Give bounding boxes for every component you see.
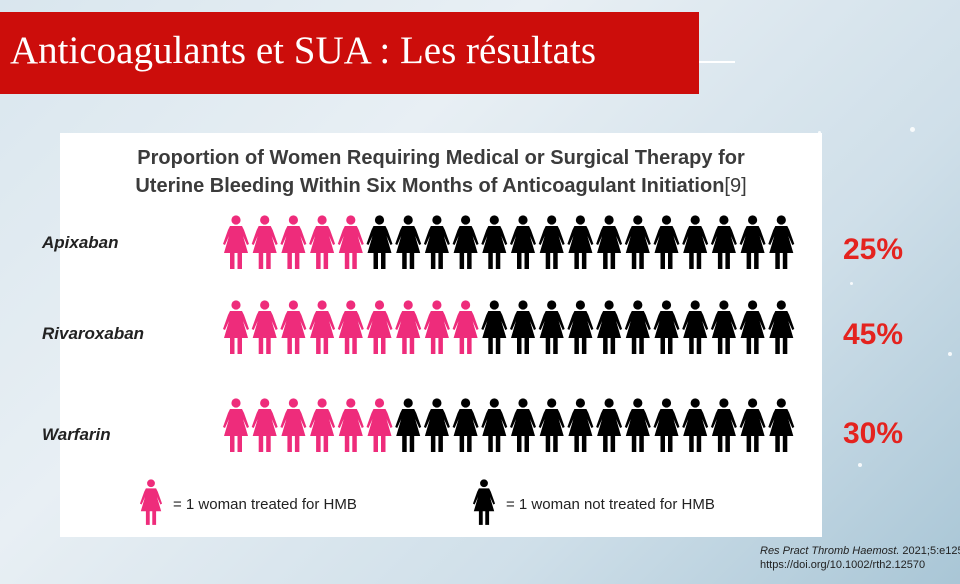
chart-panel: Proportion of Women Requiring Medical or…	[60, 133, 822, 537]
treated-woman-icon	[251, 398, 278, 452]
chart-title-text-2: Uterine Bleeding Within Six Months of An…	[135, 175, 725, 197]
treated-woman-icon	[309, 398, 336, 452]
legend-treated-woman-icon	[139, 479, 163, 525]
untreated-woman-icon	[538, 215, 565, 269]
treated-woman-icon	[309, 300, 336, 354]
untreated-woman-icon	[596, 215, 623, 269]
untreated-woman-icon	[510, 215, 536, 269]
citation: Res Pract Thromb Haemost. 2021;5:e12570.…	[760, 544, 960, 572]
untreated-woman-icon	[510, 398, 536, 452]
untreated-woman-icon	[538, 398, 565, 452]
citation-doi: https://doi.org/10.1002/rth2.12570	[760, 559, 926, 571]
untreated-woman-icon	[768, 398, 795, 452]
untreated-woman-icon	[567, 300, 594, 354]
untreated-woman-icon	[682, 215, 709, 269]
untreated-woman-icon	[682, 300, 709, 354]
untreated-woman-icon	[538, 300, 565, 354]
title-accent-line	[699, 61, 735, 63]
untreated-woman-icon	[653, 215, 680, 269]
percent-label-apixaban: 25%	[843, 233, 904, 266]
citation-journal: Res Pract Thromb Haemost.	[760, 545, 900, 557]
untreated-woman-icon	[653, 398, 680, 452]
sparkle-dot	[850, 282, 853, 285]
untreated-woman-icon	[452, 215, 479, 269]
treated-woman-icon	[223, 215, 249, 269]
treated-woman-icon	[366, 300, 393, 354]
chart-title-line-1: Proportion of Women Requiring Medical or…	[60, 147, 822, 170]
row-label-rivaroxaban: Rivaroxaban	[42, 324, 145, 343]
untreated-woman-icon	[510, 300, 536, 354]
untreated-woman-icon	[596, 398, 623, 452]
slide-title: Anticoagulants et SUA : Les résultats	[10, 29, 596, 72]
percent-label-warfarin: 30%	[843, 417, 904, 450]
sparkle-dot	[858, 463, 862, 467]
slide-title-bar: Anticoagulants et SUA : Les résultats	[0, 12, 699, 94]
untreated-woman-icon	[366, 215, 393, 269]
treated-woman-icon	[337, 300, 364, 354]
untreated-woman-icon	[567, 398, 594, 452]
untreated-woman-icon	[596, 300, 623, 354]
untreated-woman-icon	[567, 215, 594, 269]
treated-woman-icon	[280, 398, 307, 452]
treated-woman-icon	[366, 398, 393, 452]
chart-title-reference: [9]	[724, 175, 747, 197]
untreated-woman-icon	[739, 215, 766, 269]
untreated-woman-icon	[452, 398, 479, 452]
chart-title-line-2: Uterine Bleeding Within Six Months of An…	[60, 175, 822, 198]
legend-untreated-woman-icon	[472, 479, 496, 525]
legend-untreated-label: = 1 woman not treated for HMB	[506, 496, 715, 513]
treated-woman-icon	[223, 300, 249, 354]
untreated-woman-icon	[624, 398, 651, 452]
treated-woman-icon	[423, 300, 450, 354]
untreated-woman-icon	[395, 398, 422, 452]
untreated-woman-icon	[395, 215, 422, 269]
untreated-woman-icon	[624, 300, 651, 354]
untreated-woman-icon	[710, 215, 737, 269]
treated-woman-icon	[223, 398, 249, 452]
row-label-warfarin: Warfarin	[42, 425, 111, 444]
untreated-woman-icon	[710, 398, 737, 452]
percent-label-rivaroxaban: 45%	[843, 318, 904, 351]
untreated-woman-icon	[481, 300, 508, 354]
treated-woman-icon	[280, 300, 307, 354]
treated-woman-icon	[337, 215, 364, 269]
treated-woman-icon	[251, 215, 278, 269]
untreated-woman-icon	[423, 398, 450, 452]
row-label-apixaban: Apixaban	[42, 233, 119, 252]
untreated-woman-icon	[481, 215, 508, 269]
legend-treated-label: = 1 woman treated for HMB	[173, 496, 357, 513]
untreated-woman-icon	[682, 398, 709, 452]
treated-woman-icon	[280, 215, 307, 269]
untreated-woman-icon	[423, 215, 450, 269]
sparkle-dot	[818, 131, 821, 134]
untreated-woman-icon	[739, 300, 766, 354]
treated-woman-icon	[452, 300, 479, 354]
treated-woman-icon	[251, 300, 278, 354]
sparkle-dot	[948, 352, 952, 356]
sparkle-dot	[910, 127, 915, 132]
untreated-woman-icon	[653, 300, 680, 354]
untreated-woman-icon	[739, 398, 766, 452]
untreated-woman-icon	[768, 300, 795, 354]
treated-woman-icon	[309, 215, 336, 269]
untreated-woman-icon	[624, 215, 651, 269]
untreated-woman-icon	[710, 300, 737, 354]
citation-detail: 2021;5:e12570.	[902, 545, 960, 557]
treated-woman-icon	[395, 300, 422, 354]
chart-title-text-1: Proportion of Women Requiring Medical or…	[137, 147, 745, 169]
citation-line-1: Res Pract Thromb Haemost. 2021;5:e12570.	[760, 544, 960, 558]
treated-woman-icon	[337, 398, 364, 452]
untreated-woman-icon	[481, 398, 508, 452]
untreated-woman-icon	[768, 215, 795, 269]
